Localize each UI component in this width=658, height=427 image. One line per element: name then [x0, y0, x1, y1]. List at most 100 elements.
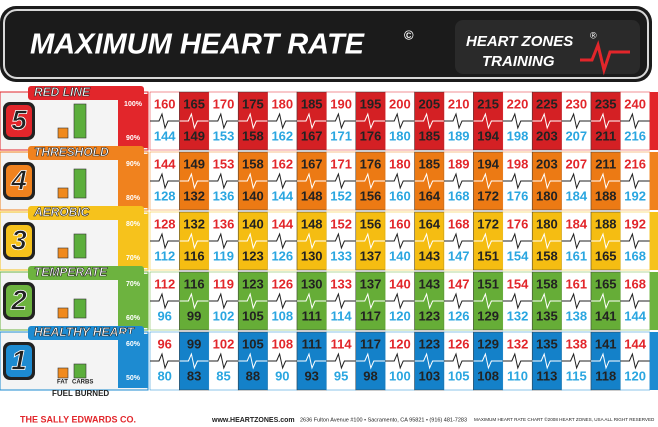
- carb-bar: [73, 103, 87, 139]
- top-value: 151: [477, 276, 499, 291]
- top-value: 180: [271, 96, 293, 111]
- bottom-value: 156: [360, 188, 382, 203]
- top-value: 149: [183, 156, 205, 171]
- top-value: 176: [360, 156, 382, 171]
- bottom-value: 123: [418, 308, 440, 323]
- bottom-value: 143: [418, 248, 440, 263]
- bottom-value: 168: [624, 248, 646, 263]
- bottom-value: 211: [595, 128, 616, 143]
- top-value: 185: [301, 96, 323, 111]
- brand-line1: HEART ZONES: [466, 33, 573, 50]
- zone-badge-inner: [6, 105, 32, 137]
- top-value: 160: [389, 216, 411, 231]
- top-value: 165: [595, 276, 617, 291]
- top-value: 220: [507, 96, 529, 111]
- top-value: 99: [187, 336, 201, 351]
- top-value: 158: [536, 276, 558, 291]
- bottom-value: 158: [242, 128, 264, 143]
- bottom-value: 140: [242, 188, 264, 203]
- top-value: 205: [418, 96, 440, 111]
- bottom-value: 144: [154, 128, 176, 143]
- bottom-value: 153: [213, 128, 235, 143]
- top-value: 128: [154, 216, 176, 231]
- edge-strip: [649, 272, 658, 330]
- top-value: 147: [448, 276, 470, 291]
- heartbeat: [267, 352, 297, 370]
- heartbeat: [150, 352, 180, 370]
- bottom-value: 207: [565, 128, 587, 143]
- pct-panel: [118, 214, 148, 268]
- heartbeat: [208, 352, 239, 370]
- heartbeat: [238, 292, 268, 310]
- top-value: 170: [213, 96, 235, 111]
- bottom-value: 168: [448, 188, 470, 203]
- top-value: 195: [360, 96, 382, 111]
- top-value: 156: [360, 216, 382, 231]
- heartbeat: [297, 112, 327, 130]
- top-value: 144: [154, 156, 176, 171]
- pct-top: 70%: [126, 281, 141, 288]
- heartbeat: [620, 232, 650, 250]
- heartbeat: [326, 232, 356, 250]
- edge-strip: [649, 152, 658, 210]
- top-value: 96: [157, 336, 171, 351]
- top-value: 240: [624, 96, 646, 111]
- top-value: 188: [595, 216, 617, 231]
- top-value: 185: [418, 156, 440, 171]
- bottom-value: 167: [301, 128, 323, 143]
- bottom-value: 100: [389, 368, 411, 383]
- top-value: 133: [330, 276, 352, 291]
- bottom-value: 165: [595, 248, 617, 263]
- carb-bar: [73, 168, 87, 199]
- heartbeat: [532, 232, 562, 250]
- top-value: 132: [507, 336, 529, 351]
- heartbeat: [267, 292, 297, 310]
- bottom-value: 184: [565, 188, 587, 203]
- heartbeat: [591, 292, 621, 310]
- heartbeat: [532, 112, 562, 130]
- top-value: 171: [330, 156, 352, 171]
- heartbeat: [444, 292, 474, 310]
- top-value: 207: [565, 156, 587, 171]
- heartbeat: [267, 232, 297, 250]
- heartbeat: [620, 292, 650, 310]
- heartbeat: [208, 292, 239, 310]
- edge-strip: [649, 212, 658, 270]
- heartbeat: [532, 292, 562, 310]
- zone-name: RED LINE: [34, 85, 91, 99]
- top-value: 108: [271, 336, 293, 351]
- top-value: 126: [448, 336, 470, 351]
- top-value: 140: [242, 216, 264, 231]
- top-value: 190: [330, 96, 352, 111]
- bottom-value: 123: [242, 248, 264, 263]
- top-value: 172: [477, 216, 499, 231]
- heartbeat: [414, 232, 444, 250]
- pct-top: 60%: [126, 341, 141, 348]
- heartbeat: [326, 292, 356, 310]
- heartbeat: [385, 112, 415, 130]
- footer-copyright: MAXIMUM HEART RATE CHART ©2008 HEART ZON…: [474, 416, 655, 422]
- top-value: 105: [242, 336, 264, 351]
- bottom-value: 96: [157, 308, 171, 323]
- bottom-value: 160: [389, 188, 411, 203]
- top-value: 165: [183, 96, 205, 111]
- bottom-value: 120: [389, 308, 411, 323]
- top-value: 126: [271, 276, 293, 291]
- bottom-value: 120: [624, 368, 646, 383]
- bottom-value: 192: [624, 188, 646, 203]
- bottom-value: 136: [213, 188, 235, 203]
- heartbeat: [620, 172, 650, 190]
- pct-bottom: 90%: [126, 135, 141, 142]
- heartbeat: [591, 112, 621, 130]
- heartbeat: [150, 172, 180, 190]
- pct-top: 90%: [126, 161, 141, 168]
- top-value: 230: [565, 96, 587, 111]
- heartbeat: [355, 172, 386, 190]
- bottom-value: 115: [566, 368, 587, 383]
- bottom-value: 108: [477, 368, 499, 383]
- zone-badge-inner: [6, 345, 32, 377]
- bottom-value: 172: [477, 188, 499, 203]
- heartbeat: [561, 352, 591, 370]
- top-value: 144: [624, 336, 646, 351]
- bottom-value: 103: [418, 368, 440, 383]
